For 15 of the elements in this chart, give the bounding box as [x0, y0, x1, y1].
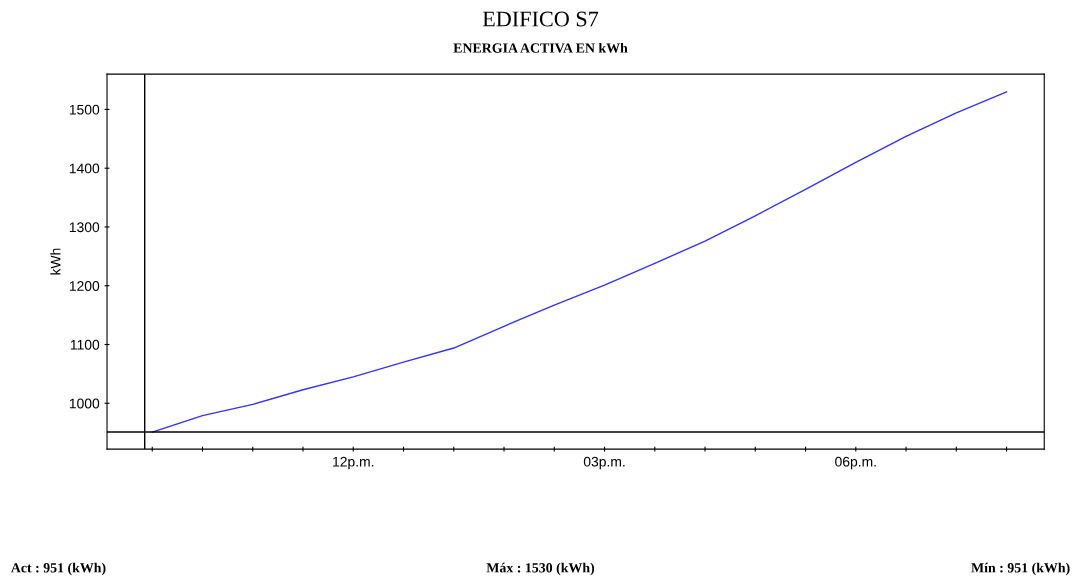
x-tick-label: 06p.m. — [835, 456, 876, 470]
text: Máx : 1530 (kWh) — [486, 562, 595, 576]
y-tick-label: 1000 — [69, 398, 100, 409]
y-tick-label: 1400 — [69, 163, 100, 174]
y-tick-label: 1100 — [70, 339, 100, 350]
y-axis-title: kWh — [50, 248, 61, 275]
y-tick-label: 1500 — [69, 104, 100, 115]
x-tick-label: 03p.m. — [583, 456, 625, 470]
text: Mín : 951 (kWh) — [971, 562, 1070, 576]
chart-subtitle: ENERGIA ACTIVA EN kWh — [453, 42, 628, 53]
chart-title: EDIFICO S7 — [482, 11, 599, 27]
text: Act : 951 (kWh) — [10, 562, 106, 576]
y-tick-label: 1300 — [69, 222, 100, 233]
y-tick-label: 1200 — [69, 281, 100, 291]
x-tick-label: 12p.m. — [333, 456, 374, 470]
